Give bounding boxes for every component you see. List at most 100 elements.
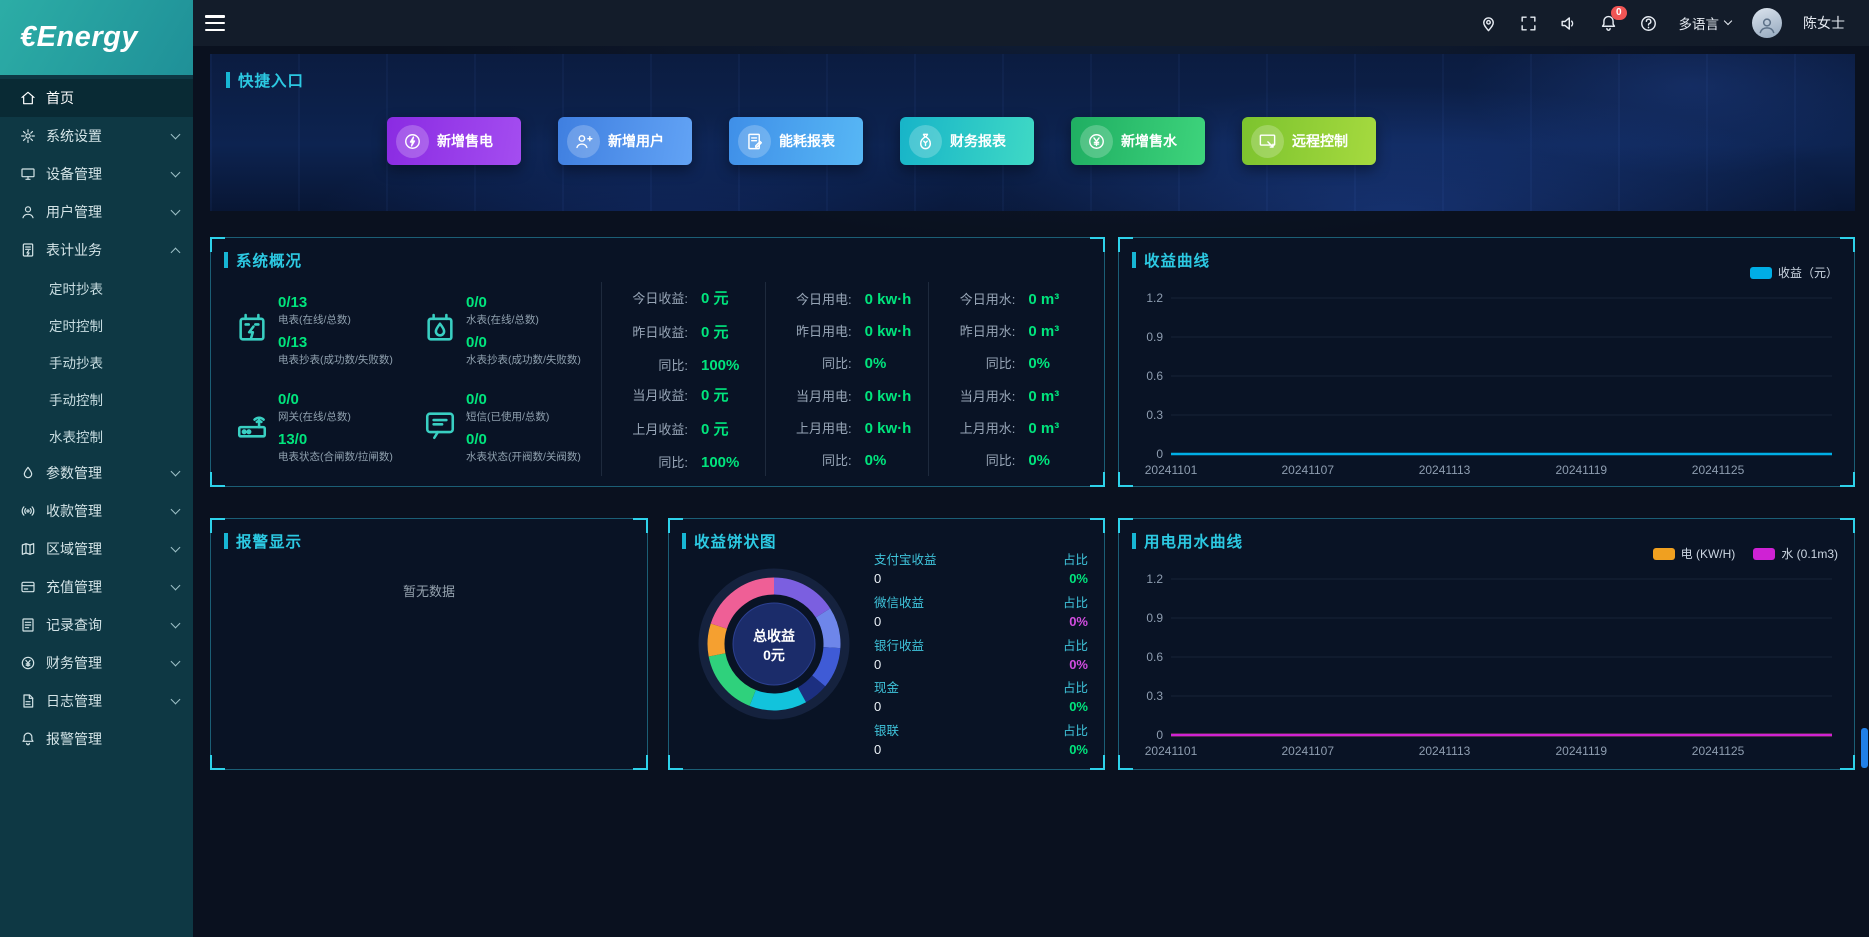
pin-icon (1482, 16, 1494, 31)
legend-swatch (1749, 266, 1772, 279)
home-icon (21, 91, 35, 105)
speaker-icon[interactable] (1559, 14, 1578, 33)
hamburger-menu-icon[interactable] (205, 15, 225, 31)
metric-row: 同比: 0% (947, 450, 1092, 469)
chevron-down-icon (1723, 16, 1733, 26)
metric-value: 0 元 (701, 290, 729, 307)
metric-row: 同比: 0% (784, 353, 929, 372)
quick-button-icon-circle (1251, 124, 1284, 158)
username: 陈女士 (1803, 15, 1845, 31)
sidebar-item-系统设置[interactable]: 系统设置 (0, 117, 193, 155)
sidebar-subitem-定时控制[interactable]: 定时控制 (0, 306, 193, 343)
language-selector[interactable]: 多语言 (1679, 13, 1733, 33)
sidebar-subitem-手动控制[interactable]: 手动控制 (0, 380, 193, 417)
sidebar-item-报警管理[interactable]: 报警管理 (0, 720, 193, 758)
pie-legend-row-现金: 现金 0 占比 0% (874, 677, 1088, 714)
metric-row: 今日用电: 0 kw·h (784, 289, 929, 308)
pie-legend-row-银行收益: 银行收益 0 占比 0% (874, 635, 1088, 672)
logo[interactable]: €Energy (0, 0, 193, 75)
sidebar-item-表计业务[interactable]: 表计业务 (0, 231, 193, 269)
sidebar-item-参数管理[interactable]: 参数管理 (0, 454, 193, 492)
overview-title: 系统概况 (224, 249, 302, 271)
pie-legend-row-支付宝收益: 支付宝收益 0 占比 0% (874, 549, 1088, 586)
quick-button-能耗报表[interactable]: 能耗报表 (729, 117, 863, 165)
sidebar-item-label: 报警管理 (46, 731, 102, 747)
notifications-bell-icon[interactable]: 0 (1599, 5, 1627, 33)
metric-label: 同比: (658, 358, 688, 373)
legend-label: 收益（元） (1777, 266, 1838, 280)
usage-chart-panel: 用电用水曲线 电 (KW/H) 水 (0.1m3) 0 0.3 0.6 0.9 1.2 20… (1118, 518, 1855, 770)
legend-item-水 (0.1m3)[interactable]: 水 (0.1m3) (1753, 545, 1838, 562)
sidebar-item-用户管理[interactable]: 用户管理 (0, 193, 193, 231)
sidebar-item-财务管理[interactable]: 财务管理 (0, 644, 193, 682)
sidebar-item-label: 表计业务 (46, 242, 102, 258)
svg-text:0元: 0元 (763, 647, 785, 663)
legend-label: 水 (0.1m3) (1781, 547, 1838, 561)
metric-label: 今日收益: (632, 291, 688, 306)
pie-ratio-label: 占比 (1062, 595, 1088, 610)
quick-button-icon-circle (1080, 124, 1113, 158)
metric-row: 当月用水: 0 m³ (947, 386, 1092, 405)
bell-icon (22, 732, 34, 746)
metric-label: 当月用水: (959, 389, 1016, 404)
metric-label: 同比: (985, 453, 1016, 468)
logo-text: €Energy (20, 21, 138, 53)
legend-item-收益（元）[interactable]: 收益（元） (1749, 264, 1838, 281)
revenue-chart-panel: 收益曲线 收益（元） 0 0.3 0.6 0.9 1.2 20241101 20241107… (1118, 237, 1855, 487)
sidebar-subitem-定时抄表[interactable]: 定时抄表 (0, 269, 193, 306)
sidebar-item-首页[interactable]: 首页 (0, 79, 193, 117)
pie-legend-value: 0 (874, 656, 882, 672)
metric-value: 0 kw·h (864, 323, 912, 340)
quick-button-label: 财务报表 (950, 133, 1006, 149)
quick-button-财务报表[interactable]: 财务报表 (900, 117, 1034, 165)
sidebar-subitem-label: 手动控制 (49, 392, 103, 408)
metric-value: 0 m³ (1028, 323, 1060, 340)
stat-label: 水表(在线/总数) (466, 314, 539, 326)
quick-button-新增售电[interactable]: 新增售电 (387, 117, 521, 165)
speaker-icon (1560, 16, 1573, 30)
stat-label: 水表状态(开阀数/关阀数) (466, 451, 581, 464)
stat-value: 0/0 (466, 293, 487, 311)
sidebar-item-记录查询[interactable]: 记录查询 (0, 606, 193, 644)
drop-icon (23, 466, 33, 479)
metric-row: 上月用水: 0 m³ (947, 418, 1092, 437)
quick-button-远程控制[interactable]: 远程控制 (1242, 117, 1376, 165)
quick-button-icon-circle (738, 124, 771, 158)
sidebar-item-日志管理[interactable]: 日志管理 (0, 682, 193, 720)
location-icon[interactable] (1479, 14, 1498, 33)
sidebar-item-区域管理[interactable]: 区域管理 (0, 530, 193, 568)
quick-button-icon-circle (396, 124, 429, 158)
metric-row: 昨日收益: 0 元 (620, 321, 765, 342)
legend-item-电 (KW/H)[interactable]: 电 (KW/H) (1652, 545, 1735, 562)
help-icon (1640, 15, 1656, 31)
help-icon[interactable] (1639, 14, 1658, 33)
svg-text:0.9: 0.9 (1146, 611, 1163, 625)
metric-value: 100% (701, 357, 740, 374)
sidebar-item-label: 财务管理 (46, 655, 102, 671)
sidebar-item-收款管理[interactable]: 收款管理 (0, 492, 193, 530)
metric-value: 0 元 (701, 387, 729, 404)
sidebar-item-充值管理[interactable]: 充值管理 (0, 568, 193, 606)
pie-ratio-value: 0% (1069, 656, 1088, 672)
revenue-line-chart: 0 0.3 0.6 0.9 1.2 20241101 20241107 20241113 202… (1145, 291, 1832, 477)
quick-entry-banner: 快捷入口 新增售电 新增用户 能耗报表 财务报表 新增售水 远程控制 (210, 54, 1855, 211)
quick-button-label: 远程控制 (1292, 133, 1348, 149)
sidebar: €Energy 首页 系统设置 设备管理 用户管理表计业务定时抄表 定时控制 手动抄表手动… (0, 0, 193, 937)
scrollbar-thumb[interactable] (1861, 728, 1868, 768)
sidebar-subitem-手动抄表[interactable]: 手动抄表 (0, 343, 193, 380)
quick-button-新增用户[interactable]: 新增用户 (558, 117, 692, 165)
stat-value: 0/0 (466, 431, 487, 448)
svg-text:0.3: 0.3 (1146, 408, 1163, 422)
avatar[interactable] (1752, 8, 1782, 38)
pie-ratio-label: 占比 (1062, 638, 1088, 653)
pie-ratio-label: 占比 (1062, 553, 1088, 567)
quick-button-新增售水[interactable]: 新增售水 (1071, 117, 1205, 165)
sidebar-item-设备管理[interactable]: 设备管理 (0, 155, 193, 193)
revenue-chart-title: 收益曲线 (1132, 249, 1210, 271)
fullscreen-icon[interactable] (1519, 14, 1538, 33)
sidebar-subitem-水表控制[interactable]: 水表控制 (0, 417, 193, 454)
pie-ratio-value: 0% (1069, 571, 1088, 586)
wmeter-icon (427, 313, 453, 341)
metric-label: 当月用电: (796, 389, 852, 404)
metric-value: 0 元 (701, 324, 729, 341)
